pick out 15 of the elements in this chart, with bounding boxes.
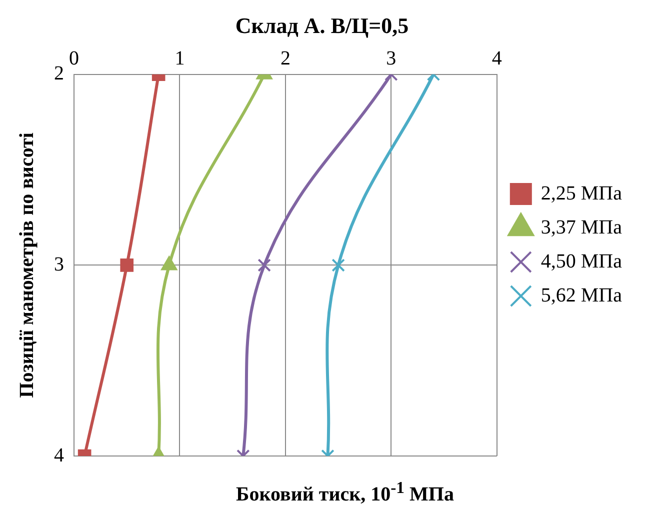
x-tick-label: 2 [280,48,290,70]
y-tick-label: 2 [54,62,64,85]
y-axis-title: Позиції манометрів по висоті [16,132,38,398]
legend-label: 3,37 МПа [540,216,622,238]
legend-label: 2,25 МПа [540,182,622,204]
x-axis-title: Боковий тиск, 10$^{-1}$ МПа [235,478,455,507]
y-tick-label: 3 [54,253,64,276]
x-tick-label: 1 [174,48,185,70]
x-tick-label: 0 [69,48,79,70]
x-tick-label: 4 [492,48,502,70]
x-tick-label: 3 [386,48,396,70]
chart-title: Склад А. В/Ц=0,5 [235,12,409,38]
y-tick-label: 4 [54,444,64,466]
legend-label: 4,50 МПа [540,250,622,272]
legend-label: 5,62 МПа [540,284,622,306]
